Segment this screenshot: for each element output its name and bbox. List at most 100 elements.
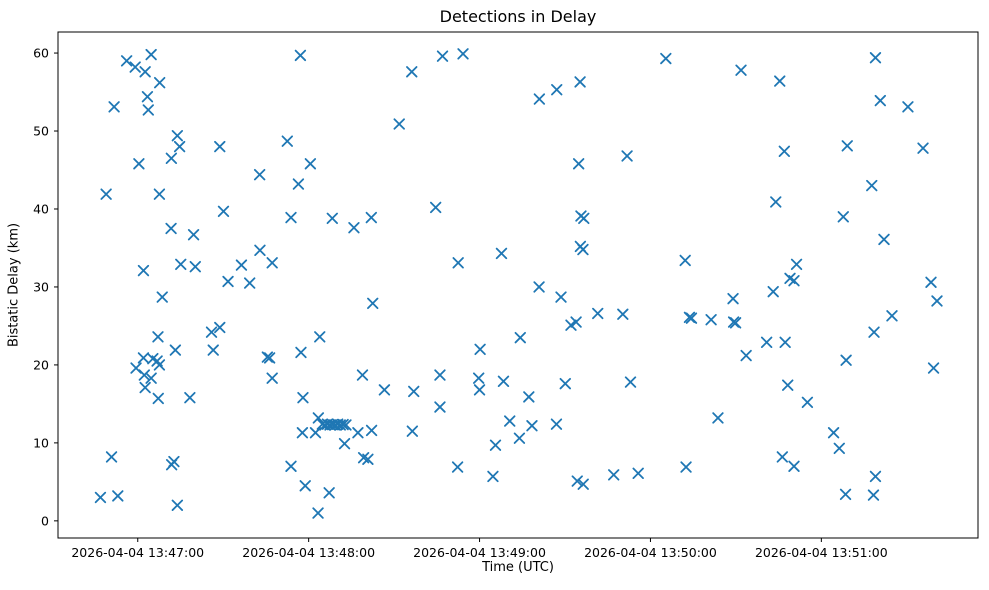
scatter-marker [312,507,324,519]
scatter-marker [235,259,248,271]
scatter-marker [105,451,118,463]
scatter-marker [559,377,571,390]
scatter-marker [314,331,326,343]
scatter-marker [292,178,305,190]
scatter-marker [574,76,586,88]
scatter-marker [173,140,186,153]
y-tick-label: 20 [33,357,49,372]
scatter-marker [326,212,338,225]
scatter-marker [776,451,789,463]
scatter-marker [608,469,620,481]
scatter-marker [886,310,898,322]
scatter-marker [931,295,943,307]
scatter-marker [801,396,814,409]
x-tick-label: 2026-04-04 13:48:00 [242,545,375,560]
scatter-marker [434,401,446,413]
scatter-marker [434,369,446,381]
scatter-marker [767,285,779,298]
scatter-marker [362,453,374,465]
scatter-marker [168,455,180,468]
scatter-marker [571,475,583,487]
scatter-marker [297,391,309,404]
scatter-marker [555,291,567,303]
scatter-marker [214,140,226,153]
scatter-marker [141,91,154,103]
scatter-marker [217,205,230,218]
scatter-marker [205,326,218,338]
scatter-marker [408,385,420,398]
scatter-marker [837,211,849,223]
scatter-marker [436,50,449,62]
y-tick-label: 60 [33,46,49,61]
scatter-marker [712,412,724,424]
scatter-marker [137,352,150,364]
scatter-marker [171,499,184,511]
x-tick-label: 2026-04-04 13:51:00 [755,545,888,560]
scatter-marker [254,244,266,257]
scatter-marker [504,415,516,427]
scatter-marker [779,336,791,349]
scatter-marker [152,392,164,405]
x-axis-label: Time (UTC) [482,560,554,575]
scatter-marker [632,467,644,479]
scatter-marker [299,480,311,492]
scatter-marker [189,260,201,273]
scatter-marker [285,211,297,224]
scatter-marker [685,312,698,324]
scatter-marker [760,336,773,349]
scatter-marker [867,489,880,501]
chart-title: Detections in Delay [439,7,597,26]
scatter-marker [323,487,335,499]
scatter-marker [304,158,317,170]
scatter-marker [352,427,364,439]
scatter-marker [120,55,133,67]
scatter-marker [152,331,164,343]
scatter-marker [169,344,182,356]
scatter-marker [788,460,800,472]
scatter-marker [526,420,538,432]
scatter-marker [782,379,794,391]
scatter-marker [840,354,852,366]
scatter-marker [452,257,464,269]
scatter-marker [874,94,887,107]
scatter-marker [253,168,266,181]
scatter-marker [365,211,378,224]
scatter-marker [171,129,184,142]
scatter-marker [727,292,739,305]
scatter-marker [153,188,166,200]
scatter-marker [621,150,633,162]
scatter-marker [551,83,563,96]
scatter-marker [679,254,691,267]
scatter-marker [294,49,307,62]
scatter-marker [451,461,464,473]
scatter-marker [473,384,486,396]
scatter-marker [927,362,940,374]
scatter-marker [266,257,278,269]
plot-frame [57,31,979,539]
scatter-marker [572,158,585,170]
scatter-marker [489,439,502,451]
scatter-marker [296,427,309,439]
x-tick-label: 2026-04-04 13:47:00 [71,545,204,560]
scatter-marker [578,212,590,225]
scatter-marker [133,158,145,170]
scatter-marker [153,359,166,371]
scatter-marker [533,281,545,293]
scatter-marker [472,372,485,384]
scatter-marker [740,349,752,362]
scatter-marker [393,118,405,130]
scatter-marker [513,432,526,444]
scatter-marker [866,179,878,192]
scatter-marker [365,424,378,437]
scatter-marker [337,418,349,431]
scatter-marker [487,470,499,483]
scatter-marker [778,145,791,157]
scatter-marker [348,221,360,234]
scatter-marker [497,375,510,387]
scatter-marker [457,48,469,60]
scatter-marker [184,391,196,404]
scatter-marker [705,313,717,326]
scatter-marker [207,344,219,356]
